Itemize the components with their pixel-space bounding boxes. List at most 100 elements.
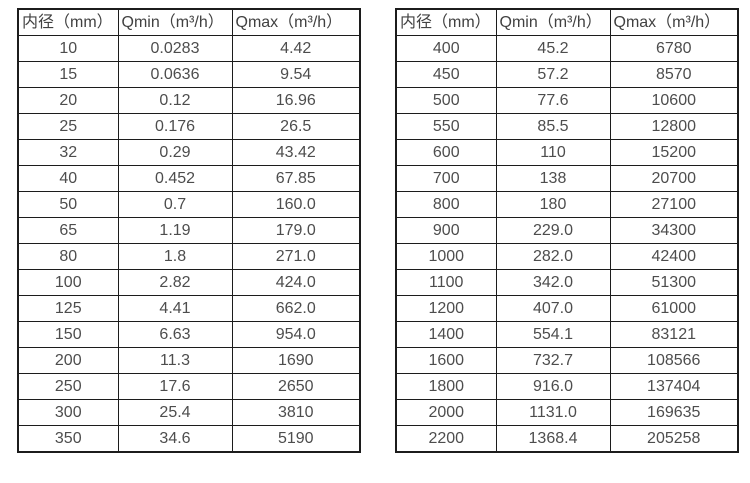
table-cell: 2650	[231, 373, 361, 400]
table-cell: 1.19	[117, 217, 233, 244]
table-cell: 25.4	[117, 399, 233, 426]
flow-range-table-large-diameters: 内径（mm） Qmin（m³/h） Qmax（m³/h） 400 45.2 6780 450…	[395, 8, 739, 453]
table-row: 1200 407.0 61000	[395, 295, 739, 322]
table-row: 32 0.29 43.42	[17, 139, 361, 166]
table-cell: 138	[495, 165, 611, 192]
table-cell: 137404	[609, 373, 739, 400]
table-cell: 2.82	[117, 269, 233, 296]
table-cell: 1368.4	[495, 425, 611, 453]
table-cell: 916.0	[495, 373, 611, 400]
table-cell: 40	[17, 165, 119, 192]
table-cell: 400	[395, 35, 497, 62]
table-row: 1400 554.1 83121	[395, 321, 739, 348]
table-row: 600 110 15200	[395, 139, 739, 166]
table-cell: 0.452	[117, 165, 233, 192]
table-cell: 0.29	[117, 139, 233, 166]
table-cell: 200	[17, 347, 119, 374]
table-cell: 0.0636	[117, 61, 233, 88]
table-row: 20 0.12 16.96	[17, 87, 361, 114]
table-cell: 300	[17, 399, 119, 426]
table-cell: 61000	[609, 295, 739, 322]
table-cell: 700	[395, 165, 497, 192]
table-row: 1000 282.0 42400	[395, 243, 739, 270]
header-row: 内径（mm） Qmin（m³/h） Qmax（m³/h）	[395, 8, 739, 36]
table-row: 40 0.452 67.85	[17, 165, 361, 192]
table-row: 15 0.0636 9.54	[17, 61, 361, 88]
column-header: Qmax（m³/h）	[231, 8, 361, 36]
table-row: 80 1.8 271.0	[17, 243, 361, 270]
table-row: 2200 1368.4 205258	[395, 425, 739, 453]
table-row: 100 2.82 424.0	[17, 269, 361, 296]
table-cell: 424.0	[231, 269, 361, 296]
table-cell: 9.54	[231, 61, 361, 88]
table-cell: 550	[395, 113, 497, 140]
table-cell: 16.96	[231, 87, 361, 114]
table-cell: 1200	[395, 295, 497, 322]
table-cell: 77.6	[495, 87, 611, 114]
table-cell: 150	[17, 321, 119, 348]
table-cell: 0.0283	[117, 35, 233, 62]
table-cell: 1800	[395, 373, 497, 400]
table-cell: 2200	[395, 425, 497, 453]
table-cell: 6780	[609, 35, 739, 62]
table-cell: 407.0	[495, 295, 611, 322]
flow-range-table-small-diameters: 内径（mm） Qmin（m³/h） Qmax（m³/h） 10 0.0283 4.42 15…	[17, 8, 361, 453]
table-cell: 42400	[609, 243, 739, 270]
table-cell: 43.42	[231, 139, 361, 166]
table-cell: 20700	[609, 165, 739, 192]
table-cell: 4.41	[117, 295, 233, 322]
table-cell: 65	[17, 217, 119, 244]
table-row: 125 4.41 662.0	[17, 295, 361, 322]
table-cell: 1690	[231, 347, 361, 374]
table-cell: 6.63	[117, 321, 233, 348]
table-cell: 732.7	[495, 347, 611, 374]
table-cell: 11.3	[117, 347, 233, 374]
table-cell: 27100	[609, 191, 739, 218]
table-cell: 342.0	[495, 269, 611, 296]
table-cell: 34300	[609, 217, 739, 244]
table-row: 150 6.63 954.0	[17, 321, 361, 348]
column-header: Qmax（m³/h）	[609, 8, 739, 36]
table-row: 350 34.6 5190	[17, 425, 361, 453]
table-cell: 205258	[609, 425, 739, 453]
table-cell: 2000	[395, 399, 497, 426]
table-cell: 1600	[395, 347, 497, 374]
table-row: 900 229.0 34300	[395, 217, 739, 244]
table-cell: 110	[495, 139, 611, 166]
table-cell: 50	[17, 191, 119, 218]
table-cell: 8570	[609, 61, 739, 88]
table-row: 300 25.4 3810	[17, 399, 361, 426]
table-cell: 0.12	[117, 87, 233, 114]
table-cell: 954.0	[231, 321, 361, 348]
table-row: 65 1.19 179.0	[17, 217, 361, 244]
table-cell: 10600	[609, 87, 739, 114]
table-cell: 1000	[395, 243, 497, 270]
table-cell: 57.2	[495, 61, 611, 88]
table-row: 1600 732.7 108566	[395, 347, 739, 374]
table-cell: 100	[17, 269, 119, 296]
table-cell: 800	[395, 191, 497, 218]
table-cell: 450	[395, 61, 497, 88]
table-cell: 3810	[231, 399, 361, 426]
table-row: 10 0.0283 4.42	[17, 35, 361, 62]
table-cell: 4.42	[231, 35, 361, 62]
table-cell: 1400	[395, 321, 497, 348]
table-cell: 32	[17, 139, 119, 166]
table-cell: 1.8	[117, 243, 233, 270]
column-header: 内径（mm）	[17, 8, 119, 36]
table-row: 1100 342.0 51300	[395, 269, 739, 296]
table-cell: 271.0	[231, 243, 361, 270]
table-cell: 5190	[231, 425, 361, 453]
table-row: 500 77.6 10600	[395, 87, 739, 114]
table-cell: 20	[17, 87, 119, 114]
column-header: 内径（mm）	[395, 8, 497, 36]
table-cell: 85.5	[495, 113, 611, 140]
table-cell: 26.5	[231, 113, 361, 140]
table-cell: 554.1	[495, 321, 611, 348]
table-cell: 500	[395, 87, 497, 114]
table-row: 250 17.6 2650	[17, 373, 361, 400]
table-cell: 17.6	[117, 373, 233, 400]
table-row: 2000 1131.0 169635	[395, 399, 739, 426]
table-cell: 125	[17, 295, 119, 322]
column-header: Qmin（m³/h）	[495, 8, 611, 36]
